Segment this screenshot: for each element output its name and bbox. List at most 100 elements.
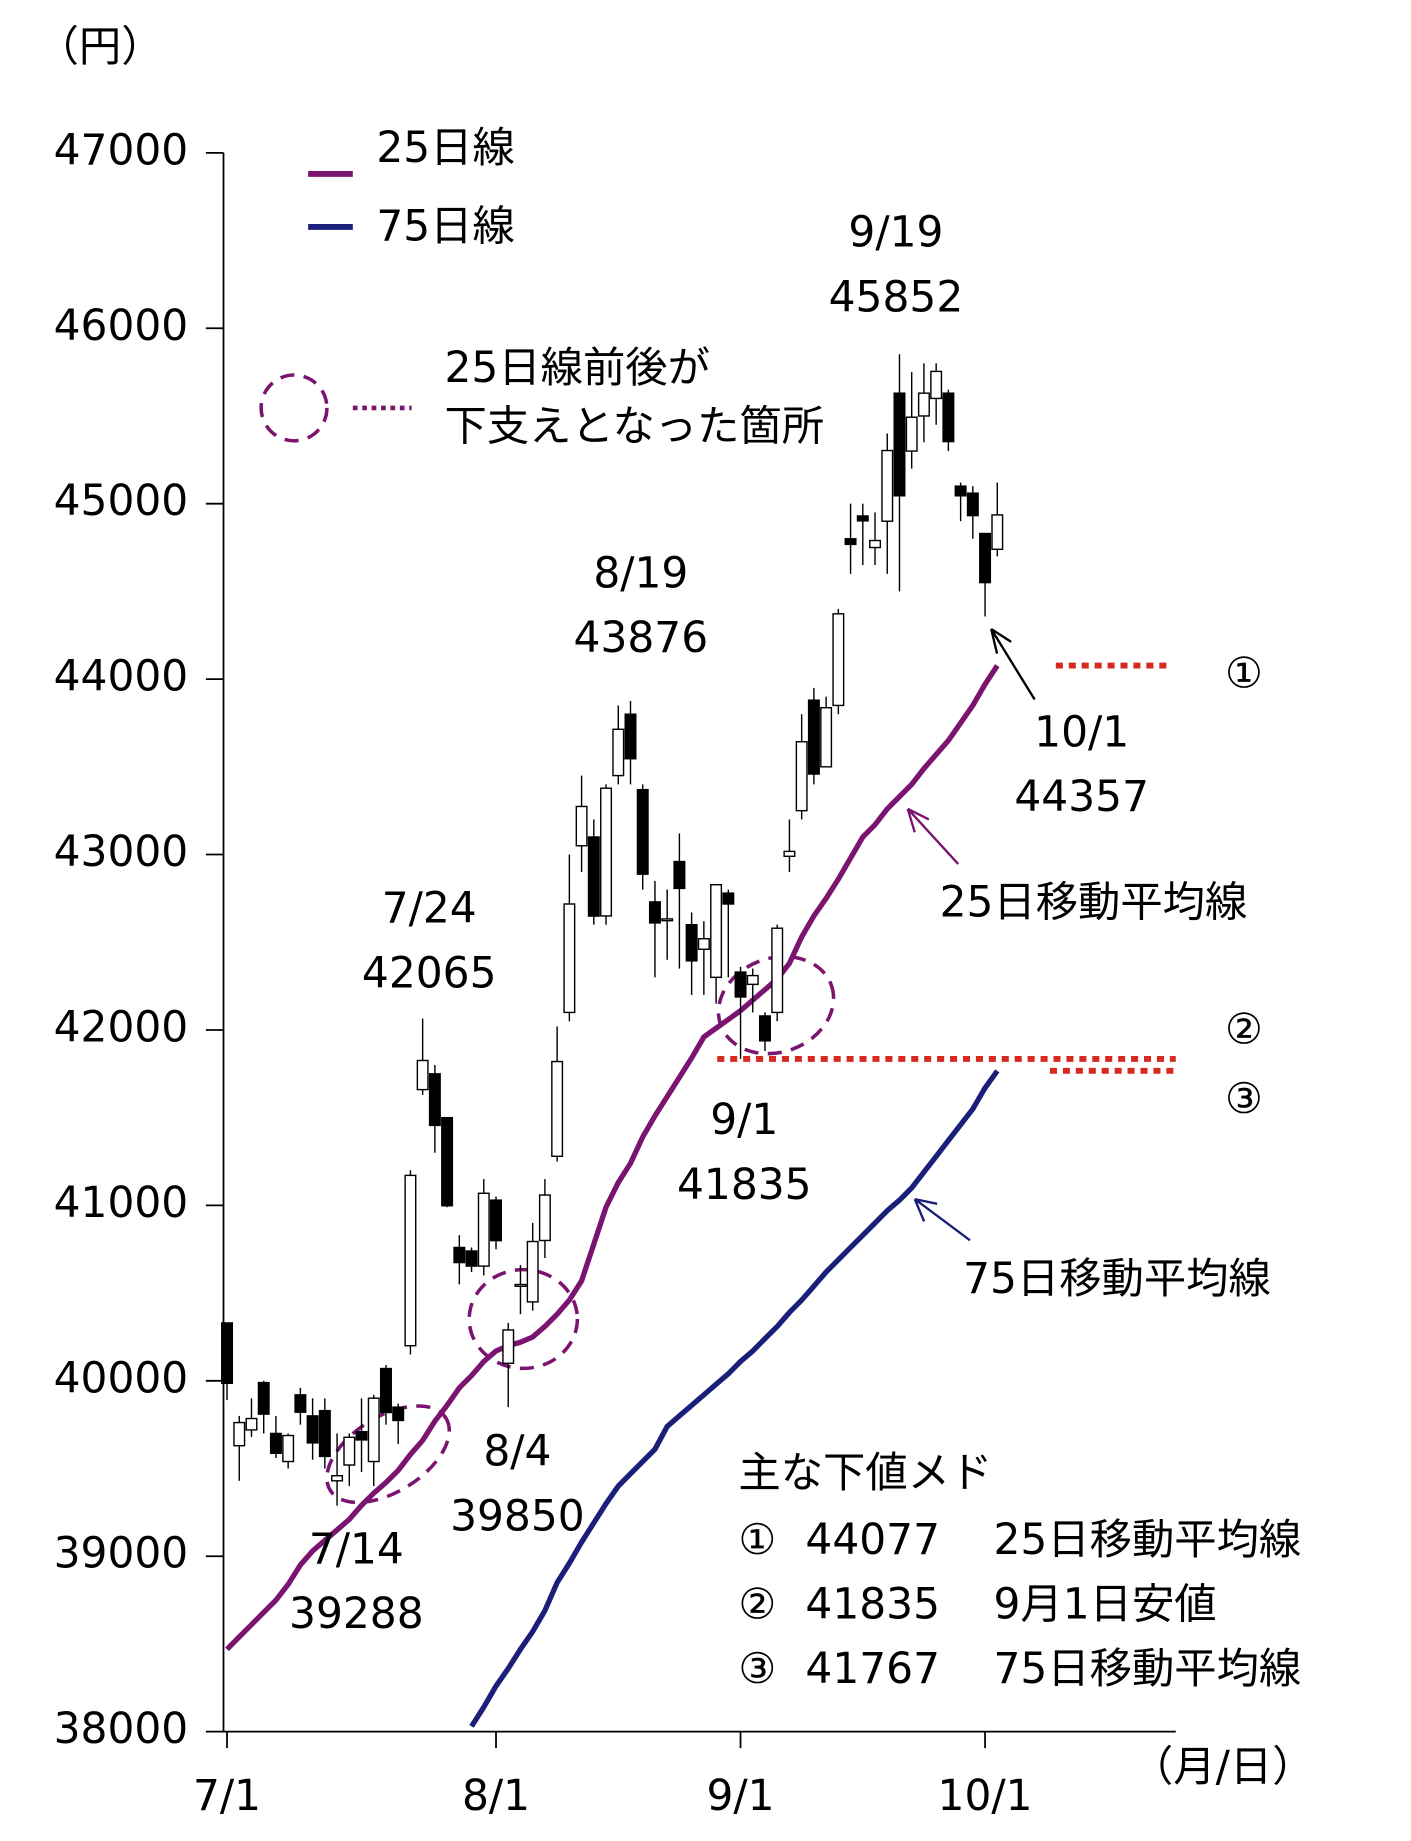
annotation-value: 44357 (1014, 772, 1149, 821)
candle-body (465, 1250, 478, 1267)
candle-body (306, 1415, 319, 1444)
support-circle (467, 1267, 580, 1371)
candle-body (612, 728, 625, 777)
annotation-date: 8/4 (483, 1427, 551, 1476)
callout-text: 下支えとなった箇所 (445, 402, 825, 451)
y-tick-label: 46000 (54, 301, 189, 350)
y-tick-label: 47000 (54, 125, 189, 174)
support-marker: ② (738, 1580, 776, 1629)
candle-body (832, 613, 845, 707)
candle-body (710, 884, 723, 979)
support-label: 9月1日安値 (994, 1580, 1217, 1629)
candle-body (869, 539, 882, 549)
annotation-value: 41835 (677, 1160, 812, 1209)
candle-body (991, 514, 1004, 550)
arrow (990, 627, 1036, 701)
candle-body (404, 1174, 417, 1347)
candle-body (355, 1430, 368, 1441)
annotation-date: 8/19 (593, 549, 688, 598)
y-tick-label: 43000 (54, 827, 189, 876)
annotation-date: 9/19 (848, 208, 943, 257)
y-tick-label: 42000 (54, 1002, 189, 1051)
x-tick-label: 7/1 (193, 1771, 261, 1820)
y-tick-label: 45000 (54, 476, 189, 525)
x-tick-label: 8/1 (462, 1771, 530, 1820)
moving-average-line (225, 664, 1000, 1652)
annotation-value: 45852 (829, 272, 964, 321)
candle-body (294, 1394, 307, 1413)
candle-body (367, 1397, 380, 1463)
candle-body (624, 713, 637, 760)
candle-body (930, 370, 943, 400)
candle-body (257, 1381, 270, 1415)
candle-body (502, 1329, 515, 1364)
candle-body (551, 1060, 564, 1157)
candle-body (734, 971, 747, 998)
candle-body (942, 392, 955, 443)
support-value: 41835 (805, 1580, 940, 1629)
candle-body (758, 1015, 771, 1042)
candle-body (979, 532, 992, 584)
candle-body (722, 892, 735, 905)
candle-body (245, 1417, 258, 1431)
candle-body (428, 1073, 441, 1127)
support-circle (325, 1404, 452, 1505)
legend-label: 25日線 (376, 123, 514, 172)
candle-body (490, 1199, 503, 1242)
y-tick-label: 44000 (54, 652, 189, 701)
support-value: 41767 (805, 1644, 940, 1693)
y-tick-label: 38000 (54, 1704, 189, 1753)
line-label: 25日移動平均線 (940, 878, 1248, 927)
y-tick-label: 41000 (54, 1178, 189, 1227)
support-marker: ② (1225, 1005, 1263, 1054)
support-title: 主な下値メド (738, 1448, 992, 1497)
support-label: 75日移動平均線 (994, 1644, 1302, 1693)
candle-body (685, 924, 698, 962)
annotation-date: 7/24 (382, 884, 477, 933)
annotation-date: 10/1 (1034, 707, 1129, 756)
candle-body (844, 538, 857, 546)
candle-body (269, 1432, 282, 1454)
support-label: 25日移動平均線 (994, 1515, 1302, 1564)
y-axis-label: （円） (37, 22, 164, 71)
candle-body (587, 836, 600, 917)
legend-circle (259, 373, 329, 443)
candle-body (441, 1116, 454, 1207)
y-tick-label: 40000 (54, 1353, 189, 1402)
candle-body (783, 850, 796, 857)
annotation-date: 9/1 (710, 1095, 778, 1144)
support-value: 44077 (805, 1515, 940, 1564)
candle-body (575, 805, 588, 847)
candle-body (600, 787, 613, 917)
candle-body (807, 699, 820, 775)
candle-body (538, 1194, 551, 1242)
annotation-value: 42065 (362, 948, 497, 997)
x-tick-label: 10/1 (938, 1771, 1033, 1820)
candle-body (282, 1434, 295, 1463)
arrow (906, 807, 960, 865)
annotation-value: 39850 (450, 1491, 585, 1540)
candle-body (221, 1322, 234, 1384)
candle-body (379, 1367, 392, 1414)
candle-body (453, 1246, 466, 1264)
candle-body (331, 1475, 344, 1482)
support-marker: ① (738, 1515, 776, 1564)
candle-body (893, 392, 906, 497)
candle-body (392, 1406, 405, 1422)
candle-body (697, 938, 710, 950)
candle-body (343, 1436, 356, 1466)
candle-body (746, 974, 759, 986)
candle-body (881, 449, 894, 522)
candle-body (648, 901, 661, 924)
candle-body (477, 1192, 490, 1267)
candle-body (514, 1283, 527, 1287)
candle-body (416, 1059, 429, 1091)
arrows (906, 627, 1036, 1242)
legend-label: 75日線 (376, 202, 514, 251)
candle-body (954, 485, 967, 497)
candle-body (905, 416, 918, 452)
candle-body (563, 903, 576, 1014)
annotation-date: 7/14 (309, 1524, 404, 1573)
x-axis-label: （月/日） (1131, 1742, 1315, 1791)
